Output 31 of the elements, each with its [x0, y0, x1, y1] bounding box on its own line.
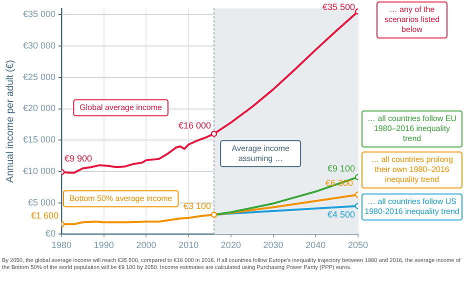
text: Bottom 50% average income [69, 194, 173, 203]
x-tick-label: 2030 [263, 240, 284, 250]
x-tick-label: 2040 [306, 240, 326, 250]
data-label: €1 600 [31, 210, 59, 221]
text: … all countries follow EU 1980–2016 inequality trend [368, 114, 457, 144]
series-label: … all countries prolong their own 1980–2016 inequality trend [371, 155, 453, 184]
text: Global average income [80, 102, 163, 112]
y-tick-label: €25 000 [22, 72, 56, 82]
x-tick-label: 1990 [94, 240, 114, 250]
x-tick-label: 2020 [220, 240, 241, 250]
y-tick-label: €20 000 [22, 103, 56, 114]
y-tick-label: €5 000 [28, 197, 56, 208]
data-label: €16 000 [178, 120, 211, 130]
x-tick-label: 2000 [136, 240, 156, 250]
y-tick-label: €0 [46, 228, 56, 239]
x-tick-label: 2050 [348, 240, 368, 250]
data-label: €9 100 [327, 164, 355, 174]
y-tick-label: €30 000 [22, 40, 56, 51]
y-tick-label: €10 000 [22, 166, 56, 176]
x-tick-label: 2010 [178, 240, 199, 250]
y-tick-label: €35 000 [22, 9, 56, 20]
data-label: €35 500 [322, 2, 355, 12]
data-label: €3 100 [183, 201, 211, 212]
y-tick-label: €15 000 [22, 134, 56, 145]
series-label: … all countries follow US 1980-2016 inequality trend [364, 197, 460, 216]
text: … any of the scenarios listed below [384, 5, 440, 34]
data-label: €4 500 [327, 209, 355, 220]
x-tick-label: 1980 [52, 240, 72, 250]
y-axis-title: Annual income per adult (€) [4, 60, 16, 183]
annotation: Average income assuming … [232, 144, 290, 163]
data-label: €9 900 [64, 154, 92, 164]
